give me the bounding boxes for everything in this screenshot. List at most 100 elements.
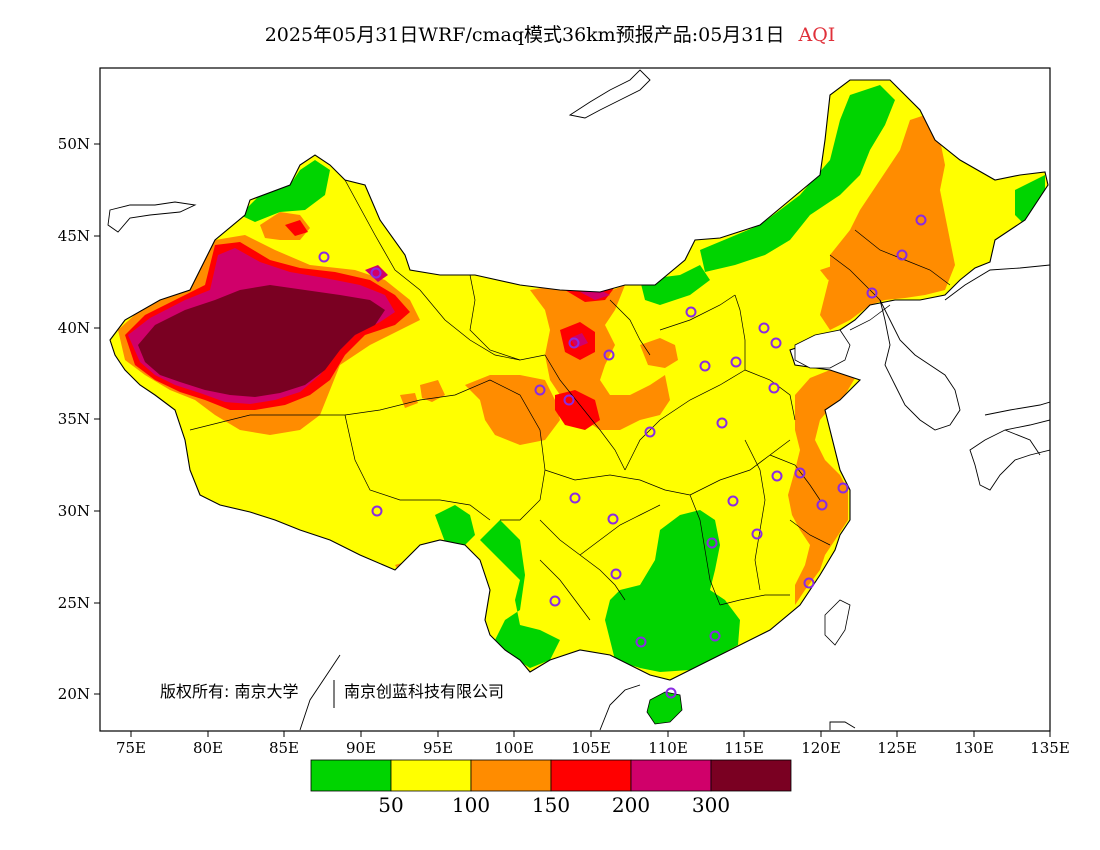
station-marker — [770, 337, 782, 349]
station-marker — [706, 537, 718, 549]
aqi-zone-sensitive-sichuan — [400, 393, 418, 408]
aqi-zone-sensitive-hebei — [640, 338, 678, 368]
aqi-zone-sensitive-northeast — [820, 115, 955, 330]
station-marker — [709, 630, 721, 642]
lat-label-35n: 35N — [58, 410, 90, 428]
aqi-zone-sensitive-east-coast — [788, 370, 855, 605]
station-marker — [727, 495, 739, 507]
legend-label-300: 300 — [692, 793, 730, 817]
lon-label-110e: 110E — [648, 739, 688, 757]
legend-label-50: 50 — [378, 793, 403, 817]
map-border — [99, 67, 1051, 732]
aqi-zone-good-northeast — [700, 85, 895, 272]
station-marker — [563, 394, 575, 406]
aqi-zone-unhealthy-xinjiang-north — [285, 220, 308, 236]
station-marker — [318, 251, 330, 263]
station-marker — [794, 467, 806, 479]
lon-label-85e: 85E — [269, 739, 299, 757]
station-marker — [837, 482, 849, 494]
station-marker — [816, 499, 828, 511]
lat-label-45n: 45N — [58, 227, 90, 245]
station-marker — [751, 528, 763, 540]
copyright-org1: 版权所有: 南京大学 — [160, 682, 298, 701]
legend-swatch-very-unhealthy — [630, 759, 712, 792]
lon-label-90e: 90E — [346, 739, 376, 757]
aqi-zone-good-southeast — [605, 510, 740, 672]
lat-label-20n: 20N — [58, 685, 90, 703]
aqi-legend: 50 100 150 200 300 — [310, 759, 792, 817]
station-marker — [685, 306, 697, 318]
lon-label-135e: 135E — [1030, 739, 1070, 757]
station-marker — [568, 337, 580, 349]
station-marker — [866, 287, 878, 299]
map-title: 2025年05月31日WRF/cmaq模式36km预报产品:05月31日 AQI — [0, 20, 1100, 47]
lon-label-105e: 105E — [571, 739, 611, 757]
lat-label-50n: 50N — [58, 135, 90, 153]
neighbour-borders — [107, 69, 1050, 731]
station-marker — [635, 636, 647, 648]
legend-label-200: 200 — [612, 793, 650, 817]
bohai-sea — [794, 329, 851, 369]
station-marker — [370, 267, 382, 279]
aqi-zone-hazardous-tarim — [138, 285, 385, 397]
aqi-zone-good-northwest — [240, 160, 330, 222]
province-boundaries — [189, 179, 951, 621]
station-marker — [915, 214, 927, 226]
map-content: 版权所有: 南京大学 南京创蓝科技有限公司 — [107, 69, 1050, 731]
aqi-zone-good-south — [480, 520, 560, 668]
legend-swatch-sensitive — [470, 759, 552, 792]
taiwan-outline — [824, 599, 851, 646]
aqi-zone-good-heilongjiang-east — [1015, 175, 1045, 225]
lat-label-25n: 25N — [58, 594, 90, 612]
title-main: 2025年05月31日WRF/cmaq模式36km预报产品:05月31日 — [264, 24, 785, 46]
station-marker — [771, 470, 783, 482]
legend-swatch-good — [310, 759, 392, 792]
station-marker — [730, 356, 742, 368]
legend-label-150: 150 — [532, 793, 570, 817]
lon-label-95e: 95E — [423, 739, 453, 757]
lon-label-100e: 100E — [494, 739, 534, 757]
station-marker — [644, 426, 656, 438]
station-marker — [607, 513, 619, 525]
aqi-zone-very-unhealthy-turpan — [365, 265, 388, 282]
station-marker — [803, 577, 815, 589]
station-marker — [768, 382, 780, 394]
aqi-zone-very-unhealthy-gansu — [570, 333, 588, 348]
lon-label-125e: 125E — [877, 739, 917, 757]
station-markers — [318, 214, 927, 699]
aqi-zone-good-southwest — [435, 505, 475, 545]
aqi-zone-sensitive-liaoning — [820, 265, 840, 280]
legend-swatch-moderate — [390, 759, 472, 792]
title-variable: AQI — [798, 24, 836, 46]
station-marker — [549, 595, 561, 607]
aqi-fields — [118, 85, 1045, 672]
lon-axis: 75E 80E 85E 90E 95E 100E 105E 110E 115E … — [116, 731, 1070, 757]
station-marker — [716, 417, 728, 429]
station-marker — [534, 384, 546, 396]
station-marker — [371, 505, 383, 517]
lon-label-75e: 75E — [116, 739, 146, 757]
aqi-zone-sensitive-qinghai — [420, 380, 445, 402]
lon-label-130e: 130E — [954, 739, 994, 757]
station-marker — [569, 492, 581, 504]
station-marker — [610, 568, 622, 580]
lon-label-120e: 120E — [801, 739, 841, 757]
lon-label-115e: 115E — [724, 739, 764, 757]
aqi-zone-good-inner-mongolia — [640, 265, 710, 305]
station-marker — [699, 360, 711, 372]
lat-label-40n: 40N — [58, 319, 90, 337]
station-marker — [896, 249, 908, 261]
legend-label-100: 100 — [452, 793, 490, 817]
legend-swatch-hazardous — [710, 759, 792, 792]
legend-swatch-unhealthy — [550, 759, 632, 792]
station-marker — [603, 349, 615, 361]
lat-label-30n: 30N — [58, 502, 90, 520]
aqi-zone-very-unhealthy-innermongolia — [580, 290, 610, 300]
aqi-zone-unhealthy-shaanxi — [555, 390, 600, 430]
station-marker — [758, 322, 770, 334]
copyright-org2: 南京创蓝科技有限公司 — [344, 682, 504, 701]
lon-label-80e: 80E — [193, 739, 223, 757]
lat-axis: 50N 45N 40N 35N 30N 25N 20N — [58, 135, 100, 703]
station-marker — [665, 687, 677, 699]
